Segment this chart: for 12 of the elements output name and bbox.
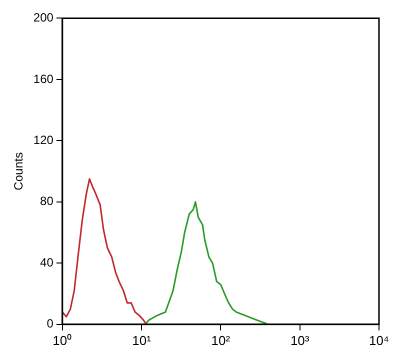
x-tick-label: 10³: [290, 332, 310, 348]
y-tick-label: 40: [40, 255, 54, 270]
x-tick-label: 10¹: [132, 332, 152, 348]
y-tick-label: 200: [33, 10, 54, 25]
y-tick-label: 160: [33, 72, 54, 86]
y-tick-label: 120: [33, 132, 54, 147]
y-tick-label: 0: [46, 316, 54, 331]
x-tick-label: 10⁴: [368, 332, 389, 348]
y-tick-label: 80: [40, 194, 54, 208]
y-axis-title: Counts: [12, 152, 26, 190]
x-tick-label: 10²: [211, 332, 231, 348]
x-tick-label: 10⁰: [52, 332, 72, 348]
